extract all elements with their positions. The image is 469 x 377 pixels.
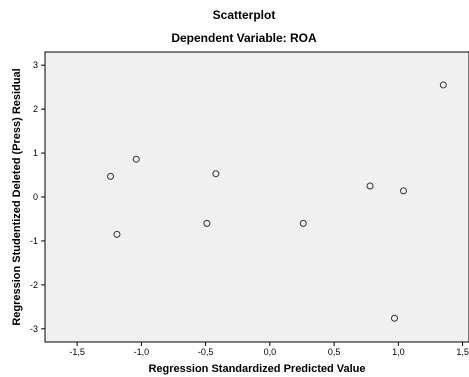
x-tick-label: -0,5 xyxy=(198,347,214,357)
scatter-point xyxy=(390,314,398,322)
x-tick-label: 1,0 xyxy=(392,347,405,357)
x-tick-label: 0,5 xyxy=(328,347,341,357)
chart-subtitle: Dependent Variable: ROA xyxy=(171,31,317,45)
scatter-point xyxy=(132,155,140,163)
scatter-point xyxy=(203,219,211,227)
plot-area xyxy=(44,51,469,343)
y-tick-label: -1 xyxy=(30,236,38,246)
scatter-point xyxy=(439,81,447,89)
y-tick-label: 2 xyxy=(33,104,38,114)
scatter-point xyxy=(299,219,307,227)
scatter-point xyxy=(399,187,407,195)
chart-title: Scatterplot xyxy=(213,8,276,22)
y-tick-label: -2 xyxy=(30,280,38,290)
x-tick-label: 1,5 xyxy=(456,347,469,357)
x-tick-label: -1,0 xyxy=(134,347,150,357)
scatter-point xyxy=(366,182,374,190)
y-axis-label: Regression Studentized Deleted (Press) R… xyxy=(11,68,23,325)
x-tick-label: 0,0 xyxy=(264,347,277,357)
data-points xyxy=(107,81,447,322)
y-tick-label: 0 xyxy=(33,192,38,202)
x-tick-label: -1,5 xyxy=(69,347,85,357)
y-tick-label: 3 xyxy=(33,60,38,70)
y-axis-ticks: 3 2 1 0 -1 -2 -3 xyxy=(30,60,45,334)
scatter-point xyxy=(107,172,115,180)
y-tick-label: -3 xyxy=(30,324,38,334)
x-axis-ticks: -1,5 -1,0 -0,5 0,0 0,5 1,0 1,5 xyxy=(69,342,469,357)
x-axis-label: Regression Standardized Predicted Value xyxy=(148,363,365,375)
y-tick-label: 1 xyxy=(33,148,38,158)
scatter-point xyxy=(113,230,121,238)
scatter-point xyxy=(212,170,220,178)
